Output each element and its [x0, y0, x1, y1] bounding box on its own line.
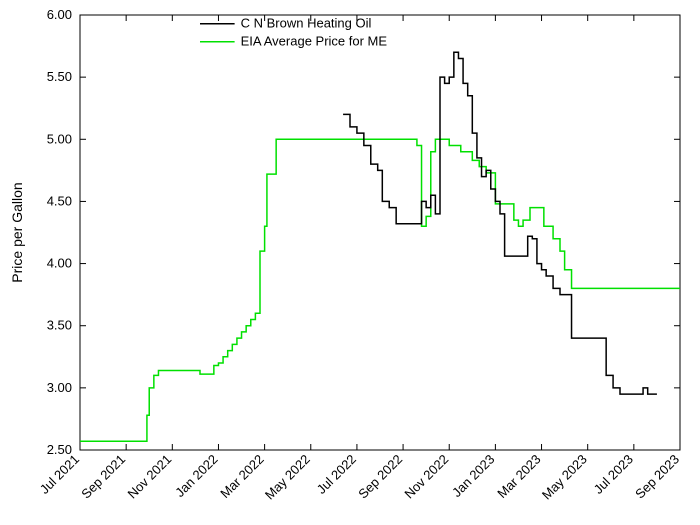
y-tick-label: 5.50	[47, 69, 72, 84]
x-tick-label: Sep 2023	[632, 452, 682, 502]
x-tick-label: Mar 2023	[494, 452, 543, 501]
x-tick-label: Mar 2022	[217, 452, 266, 501]
price-chart: 2.503.003.504.004.505.005.506.00Jul 2021…	[0, 0, 700, 525]
legend-label: EIA Average Price for ME	[241, 34, 388, 49]
plot-border	[80, 15, 680, 450]
legend-label: C N Brown Heating Oil	[241, 16, 372, 31]
y-tick-label: 4.00	[47, 256, 72, 271]
x-tick-label: Jan 2022	[172, 452, 220, 500]
y-tick-label: 3.00	[47, 380, 72, 395]
y-tick-label: 5.00	[47, 131, 72, 146]
x-tick-label: Sep 2021	[78, 452, 128, 502]
x-tick-label: Nov 2021	[124, 452, 174, 502]
x-tick-label: Jan 2023	[449, 452, 497, 500]
y-tick-label: 3.50	[47, 318, 72, 333]
y-tick-label: 4.50	[47, 193, 72, 208]
y-axis-title: Price per Gallon	[9, 182, 25, 282]
y-tick-label: 6.00	[47, 7, 72, 22]
x-tick-label: May 2022	[262, 452, 313, 503]
series-line	[80, 139, 680, 441]
x-tick-label: Sep 2022	[355, 452, 405, 502]
x-tick-label: Jul 2021	[37, 452, 82, 497]
x-tick-label: May 2023	[539, 452, 590, 503]
x-tick-label: Nov 2022	[401, 452, 451, 502]
x-tick-label: Jul 2022	[314, 452, 359, 497]
series-line	[343, 52, 657, 394]
x-tick-label: Jul 2023	[591, 452, 636, 497]
